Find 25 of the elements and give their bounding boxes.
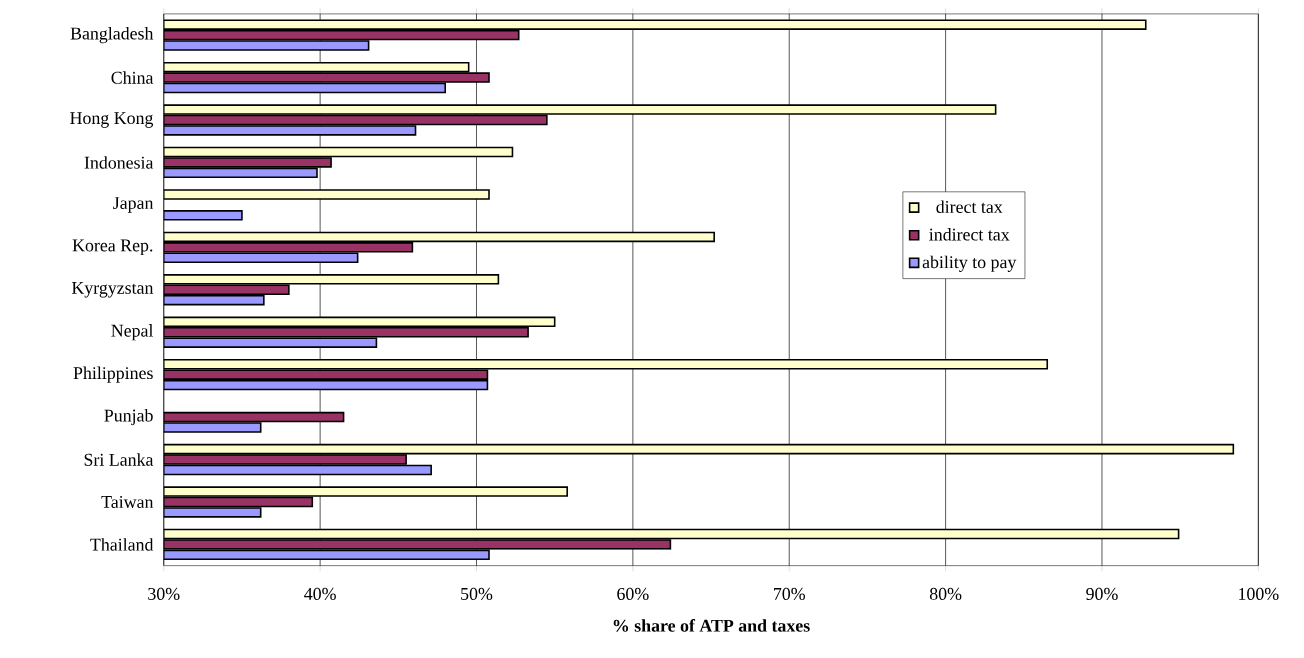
legend-label: indirect tax <box>929 228 1010 241</box>
x-tick-label: 80% <box>929 587 962 601</box>
x-tick-label: 30% <box>148 587 180 601</box>
x-tick-label: 50% <box>461 587 493 601</box>
legend-label: ability to pay <box>922 255 1017 272</box>
y-tick-label: Korea Rep. <box>72 239 153 256</box>
x-tick-label: 40% <box>304 587 336 601</box>
x-tick-label: 60% <box>617 587 649 601</box>
x-tick-label: 90% <box>1086 587 1118 601</box>
y-tick-label: Sri Lanka <box>84 453 154 466</box>
y-tick-label: Kyrgyzstan <box>71 282 154 298</box>
x-tick-label: 100% <box>1239 587 1279 601</box>
y-tick-label: Nepal <box>111 324 154 341</box>
x-tick-label: 70% <box>774 587 805 601</box>
legend-label: direct tax <box>936 200 1003 214</box>
y-tick-label: Hong Kong <box>70 112 154 128</box>
y-tick-label: Philippines <box>73 366 153 383</box>
y-tick-label: Thailand <box>90 538 154 551</box>
y-tick-label: Taiwan <box>101 496 154 509</box>
y-tick-label: Punjab <box>104 409 153 426</box>
x-axis-title: % share of ATP and taxes <box>613 619 810 632</box>
y-tick-label: China <box>111 71 154 84</box>
y-tick-label: Bangladesh <box>70 27 154 44</box>
y-tick-label: Japan <box>113 197 154 213</box>
y-tick-label: Indonesia <box>84 156 154 169</box>
